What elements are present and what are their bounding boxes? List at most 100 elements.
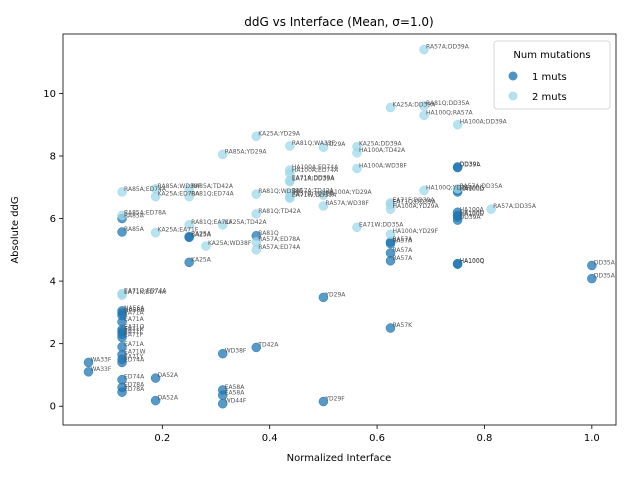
- point-label: EA71W: [124, 349, 146, 356]
- point-label: RA85A: [124, 213, 145, 220]
- point-2-muts: [452, 119, 463, 130]
- point-label: RA57A;TD42A: [292, 188, 335, 195]
- point-label: DD39A: [460, 162, 482, 169]
- point-label: RA57A;DD35A: [460, 183, 504, 190]
- point-label: RA57A: [393, 247, 414, 254]
- point-label: DD39L: [460, 161, 481, 168]
- y-tick-label: 10: [43, 89, 56, 100]
- point-1-muts: [452, 259, 463, 269]
- point-label: KA25A;TD42A: [225, 219, 268, 226]
- point-label: EA58A: [225, 389, 246, 396]
- point-1-muts: [587, 260, 597, 271]
- point-label: DD39A: [460, 214, 482, 221]
- data-points: [83, 44, 597, 409]
- point-label: WD44F: [225, 398, 247, 405]
- y-axis: 0 2 4 6 8 10: [43, 89, 63, 413]
- point-2-muts: [117, 187, 127, 197]
- point-2-muts: [251, 245, 262, 255]
- point-label: NA56A: [124, 307, 145, 314]
- point-1-muts: [385, 323, 396, 333]
- point-label: DA52A: [158, 372, 179, 379]
- point-1-muts: [184, 232, 194, 243]
- point-2-muts: [385, 204, 396, 214]
- point-2-muts: [352, 163, 362, 174]
- point-2-muts: [285, 193, 295, 203]
- point-label: EA71K;DD39A: [292, 176, 335, 183]
- point-label: RA25A: [191, 231, 212, 238]
- point-label: HA100A;YD29F: [393, 228, 439, 235]
- point-2-muts: [452, 184, 463, 194]
- x-tick-label: 0.6: [369, 433, 385, 444]
- x-tick-label: 0.8: [477, 433, 493, 444]
- point-2-muts: [184, 191, 194, 202]
- point-label: HA100Q: [460, 258, 485, 265]
- point-label: TD42A: [257, 341, 279, 348]
- point-label: EA71Q;ED74A: [124, 288, 167, 295]
- y-axis-title: Absolute ddG: [10, 196, 21, 263]
- point-1-muts: [385, 256, 396, 266]
- point-2-muts: [251, 131, 262, 142]
- point-label: KA25A: [191, 256, 212, 263]
- point-label: HA100A;YD29A: [393, 203, 440, 210]
- point-label: WA33F: [91, 356, 112, 363]
- point-1-muts: [184, 257, 194, 268]
- y-tick-label: 2: [50, 339, 56, 350]
- point-2-muts: [385, 102, 396, 113]
- point-label: KA25A: [191, 231, 212, 238]
- point-label: KA25A;DD39A: [393, 102, 437, 109]
- point-label: HA100A;ED74A: [292, 167, 339, 174]
- x-tick-label: 0.2: [154, 433, 170, 444]
- point-label: RA85A;YD29A: [225, 148, 268, 155]
- legend: Num mutations 1 muts 2 muts: [493, 40, 611, 110]
- legend-marker-2-muts: [508, 91, 518, 101]
- point-2-muts: [419, 110, 429, 121]
- point-label: RA57A: [393, 236, 414, 243]
- point-1-muts: [318, 292, 329, 303]
- chart-title: ddG vs Interface (Mean, σ=1.0): [244, 15, 434, 29]
- point-label: EA71Q: [124, 324, 145, 331]
- point-1-muts: [385, 238, 396, 249]
- point-label: EA71W;DD39A: [292, 192, 337, 199]
- point-label: EA71F;DD39A: [393, 197, 436, 204]
- point-label: RA81Q: [258, 230, 279, 237]
- point-label: RA81Q;WA33F: [292, 140, 336, 147]
- point-label: HA100D: [460, 186, 485, 193]
- legend-title: Num mutations: [513, 50, 590, 61]
- point-label: RA81Q;TD42A: [258, 208, 301, 215]
- point-1-muts: [587, 273, 597, 284]
- point-2-muts: [419, 101, 429, 111]
- point-1-muts: [217, 348, 228, 359]
- point-2-muts: [184, 220, 194, 230]
- point-label: KA25A;EA71F: [158, 227, 199, 234]
- point-2-muts: [217, 220, 228, 230]
- point-2-muts: [150, 227, 161, 238]
- point-label: RA85A;ED74A: [124, 186, 167, 193]
- point-label: EA71K;ED74A: [124, 289, 167, 296]
- point-2-muts: [217, 149, 228, 160]
- point-label: HA100A: [460, 206, 485, 213]
- point-label: EA71Q;DD39A: [393, 198, 437, 205]
- point-1-muts: [150, 395, 161, 406]
- point-label: KA25A;DD39A: [359, 141, 403, 148]
- y-tick-label: 6: [50, 214, 56, 225]
- x-axis: 0.2 0.4 0.6 0.8 1.0: [154, 425, 600, 444]
- point-label: RA81Q;DD35A: [426, 100, 470, 107]
- point-2-muts: [150, 191, 161, 202]
- point-1-muts: [83, 367, 94, 377]
- point-label: RA57A;DD35A: [493, 203, 537, 210]
- point-label: EA71Y: [124, 353, 144, 360]
- point-label: DD35A: [594, 259, 616, 266]
- point-label: ED78A: [124, 386, 145, 393]
- point-label: ED74A: [124, 374, 145, 381]
- point-label: EA58A: [225, 384, 246, 391]
- point-label: HA100Q: [460, 209, 485, 216]
- point-label: EA71L: [124, 328, 144, 335]
- point-label: EA71K: [124, 326, 145, 333]
- point-2-muts: [251, 189, 262, 199]
- point-label: RA85A;TD42A: [191, 183, 234, 190]
- point-label: EA71A;DD39A: [292, 174, 336, 181]
- point-2-muts: [385, 229, 396, 239]
- point-label: RA81Q;WD38F: [258, 188, 303, 195]
- point-label: DD35A: [594, 273, 616, 280]
